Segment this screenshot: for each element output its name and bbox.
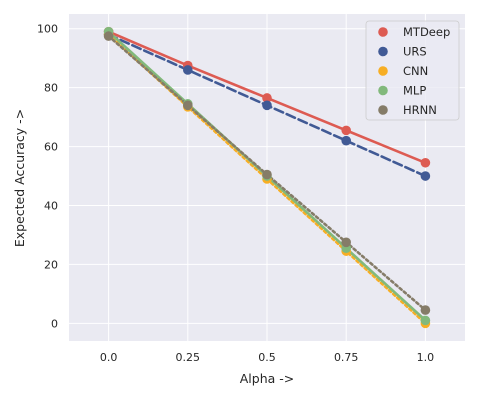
legend-marker-mtdeep (378, 27, 388, 37)
legend-label-cnn: CNN (403, 64, 428, 78)
series-markers (103, 26, 431, 329)
x-tick-label: 1.0 (417, 351, 435, 364)
x-tick-label: 0.0 (100, 351, 118, 364)
data-point-hrnn (341, 237, 352, 248)
data-point-mtdeep (420, 157, 431, 168)
data-point-hrnn (103, 31, 114, 41)
legend-marker-mlp (378, 85, 388, 96)
y-tick-label: 0 (51, 317, 58, 330)
y-tick-label: 80 (44, 82, 58, 95)
y-tick-label: 60 (44, 141, 58, 154)
data-point-mlp (420, 315, 431, 326)
data-point-hrnn (420, 305, 431, 315)
data-point-hrnn (183, 100, 193, 111)
legend-marker-urs (378, 46, 388, 57)
y-tick-label: 40 (44, 199, 58, 212)
y-tick-labels: 0 20 40 60 80 100 (37, 23, 58, 331)
data-point-urs (262, 100, 272, 111)
legend-marker-cnn (378, 66, 388, 76)
data-point-mtdeep (262, 93, 272, 103)
legend-box (365, 20, 460, 121)
data-point-urs (183, 65, 193, 75)
data-point-urs (420, 171, 431, 181)
legend-label-urs: URS (403, 45, 427, 59)
x-tick-labels: 0.0 0.25 0.5 0.75 1.0 (100, 351, 434, 364)
data-point-hrnn (262, 169, 272, 180)
x-tick-label: 0.25 (176, 351, 201, 364)
data-point-mtdeep (341, 125, 352, 136)
legend-label-mtdeep: MTDeep (403, 25, 450, 39)
x-tick-label: 0.5 (258, 351, 276, 364)
x-tick-label: 0.75 (334, 351, 359, 364)
data-point-urs (341, 135, 352, 146)
legend-label-mlp: MLP (403, 84, 426, 98)
legend: MTDeep URS CNN MLP HRNN (365, 20, 460, 121)
y-tick-label: 20 (44, 258, 58, 271)
y-tick-label: 100 (37, 23, 58, 36)
x-axis-label: Alpha -> (240, 371, 295, 386)
legend-label-hrnn: HRNN (403, 103, 437, 117)
y-axis-label: Expected Accuracy -> (12, 109, 27, 247)
legend-marker-hrnn (378, 105, 388, 115)
